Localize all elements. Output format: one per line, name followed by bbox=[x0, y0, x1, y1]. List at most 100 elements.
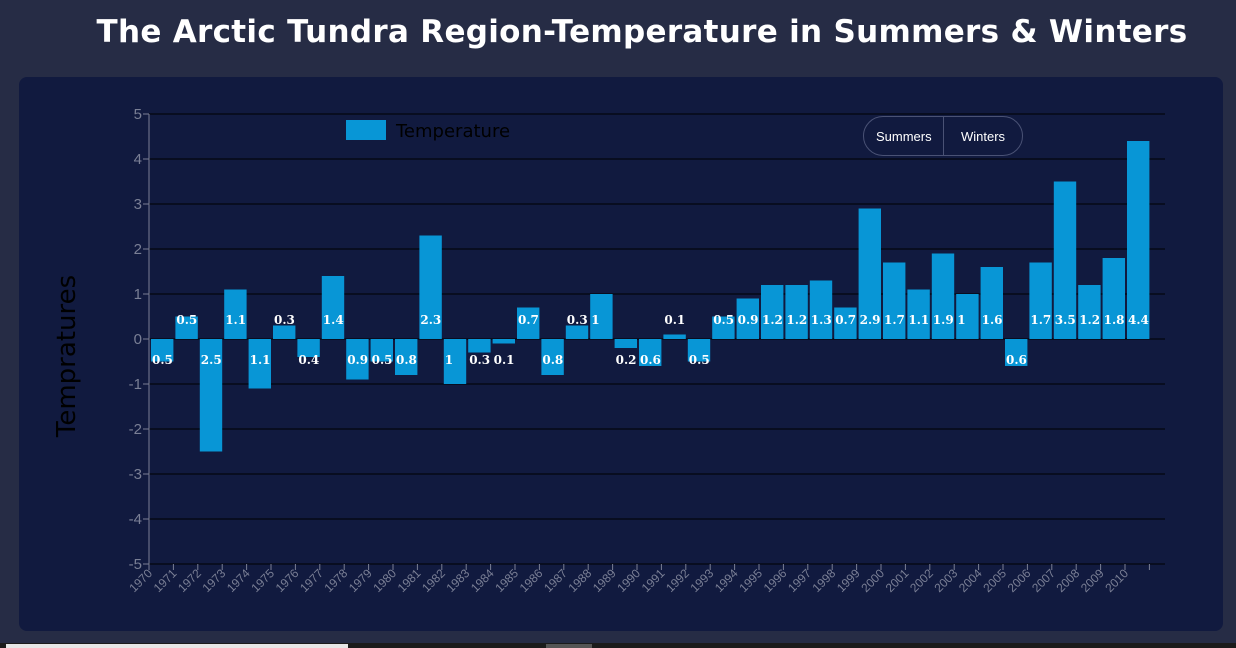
data-label: 0.5 bbox=[372, 353, 393, 367]
data-label: 0.5 bbox=[713, 313, 734, 327]
x-tick-label: 1989 bbox=[590, 566, 619, 595]
bottom-scrollbar bbox=[0, 643, 1236, 648]
data-label: 0.3 bbox=[567, 313, 588, 327]
bar bbox=[907, 289, 930, 339]
data-label: 4.4 bbox=[1128, 313, 1149, 327]
y-tick-label: 2 bbox=[134, 241, 142, 258]
bar bbox=[224, 289, 247, 339]
data-label: 0.9 bbox=[738, 313, 759, 327]
data-label: 1.7 bbox=[1030, 313, 1051, 327]
bar bbox=[199, 339, 223, 452]
x-tick-label: 2001 bbox=[883, 566, 912, 595]
x-tick-label: 2005 bbox=[980, 566, 1009, 595]
data-label: 2.9 bbox=[860, 313, 881, 327]
bar bbox=[492, 339, 515, 344]
x-tick-label: 1972 bbox=[175, 566, 204, 595]
x-axis-ticks: 1970197119721973197419751976197719781979… bbox=[126, 564, 1150, 595]
scrollbar-track-light bbox=[6, 644, 348, 648]
y-tick-label: 3 bbox=[134, 196, 142, 213]
bar bbox=[858, 208, 881, 339]
summers-button[interactable]: Summers bbox=[864, 117, 944, 155]
season-toggle: Summers Winters bbox=[863, 116, 1023, 156]
x-tick-label: 1993 bbox=[688, 566, 717, 595]
bar bbox=[614, 339, 637, 348]
bar bbox=[1005, 339, 1028, 366]
data-label: 0.8 bbox=[542, 353, 563, 367]
bar bbox=[517, 307, 540, 339]
x-tick-label: 2009 bbox=[1078, 566, 1107, 595]
x-tick-label: 1992 bbox=[663, 566, 692, 595]
x-tick-label: 1979 bbox=[346, 566, 375, 595]
x-tick-label: 1986 bbox=[517, 566, 546, 595]
data-label: 1.8 bbox=[1104, 313, 1125, 327]
page-title: The Arctic Tundra Region-Temperature in … bbox=[96, 14, 1188, 50]
bars bbox=[151, 141, 1150, 452]
bar bbox=[151, 339, 174, 362]
x-tick-label: 1995 bbox=[736, 566, 765, 595]
bar bbox=[712, 316, 735, 339]
data-label: 1.4 bbox=[323, 313, 344, 327]
x-tick-label: 1991 bbox=[639, 566, 668, 595]
data-label: 0.5 bbox=[689, 353, 710, 367]
data-label: 0.8 bbox=[396, 353, 417, 367]
y-tick-label: 4 bbox=[134, 151, 142, 168]
y-tick-label: -4 bbox=[129, 511, 142, 528]
y-tick-label: -3 bbox=[129, 466, 142, 483]
data-labels: 0.50.52.51.11.10.30.41.40.9 0.5 0.82.31 0.3… bbox=[152, 313, 1149, 367]
data-label: 2.5 bbox=[201, 353, 222, 367]
bar bbox=[956, 294, 979, 339]
x-tick-label: 1987 bbox=[541, 566, 570, 595]
data-label: 1.2 bbox=[786, 313, 807, 327]
bar bbox=[834, 307, 857, 339]
data-label: 0.6 bbox=[640, 353, 661, 367]
data-label: 0.1 bbox=[494, 353, 515, 367]
legend-swatch bbox=[346, 120, 386, 140]
bar bbox=[736, 298, 759, 339]
data-label: 1.1 bbox=[908, 313, 929, 327]
bar bbox=[346, 339, 369, 380]
y-tick-label: 1 bbox=[134, 286, 142, 303]
x-tick-label: 1971 bbox=[151, 566, 180, 595]
x-tick-label: 1977 bbox=[297, 566, 326, 595]
data-label: 0.1 bbox=[664, 313, 685, 327]
y-tick-label: -5 bbox=[129, 556, 142, 573]
y-axis-label: Tempratures bbox=[52, 275, 82, 438]
bar bbox=[687, 339, 711, 362]
y-tick-label: -1 bbox=[129, 376, 142, 393]
x-tick-label: 1976 bbox=[273, 566, 302, 595]
bar bbox=[370, 339, 393, 362]
x-tick-label: 2003 bbox=[932, 566, 961, 595]
x-tick-label: 2010 bbox=[1102, 566, 1131, 595]
data-label: 0.7 bbox=[835, 313, 856, 327]
scrollbar-thumb[interactable] bbox=[546, 644, 592, 648]
x-tick-label: 1983 bbox=[444, 566, 473, 595]
x-tick-label: 2007 bbox=[1029, 566, 1058, 595]
bar bbox=[565, 325, 589, 339]
x-tick-label: 1975 bbox=[248, 566, 277, 595]
data-label: 1.2 bbox=[762, 313, 783, 327]
bar bbox=[321, 276, 345, 339]
winters-button[interactable]: Winters bbox=[944, 117, 1022, 155]
x-tick-label: 1997 bbox=[785, 566, 814, 595]
bar bbox=[541, 339, 564, 375]
bar bbox=[175, 316, 198, 339]
bar bbox=[663, 334, 686, 339]
y-tick-label: 5 bbox=[134, 106, 142, 123]
data-label: 0.5 bbox=[152, 353, 173, 367]
data-label: 0.6 bbox=[1006, 353, 1027, 367]
x-tick-label: 2000 bbox=[858, 566, 887, 595]
data-label: 0.3 bbox=[274, 313, 295, 327]
x-tick-label: 1981 bbox=[395, 566, 424, 595]
bar bbox=[468, 339, 491, 353]
bar bbox=[1127, 141, 1150, 339]
data-label: 0.7 bbox=[518, 313, 539, 327]
x-tick-label: 1996 bbox=[761, 566, 790, 595]
bar bbox=[809, 280, 833, 339]
bar bbox=[931, 253, 955, 339]
bar bbox=[1029, 262, 1052, 339]
x-tick-label: 1980 bbox=[370, 566, 399, 595]
data-label: 2.3 bbox=[420, 313, 441, 327]
bar bbox=[785, 285, 808, 339]
data-label: 1.3 bbox=[811, 313, 832, 327]
